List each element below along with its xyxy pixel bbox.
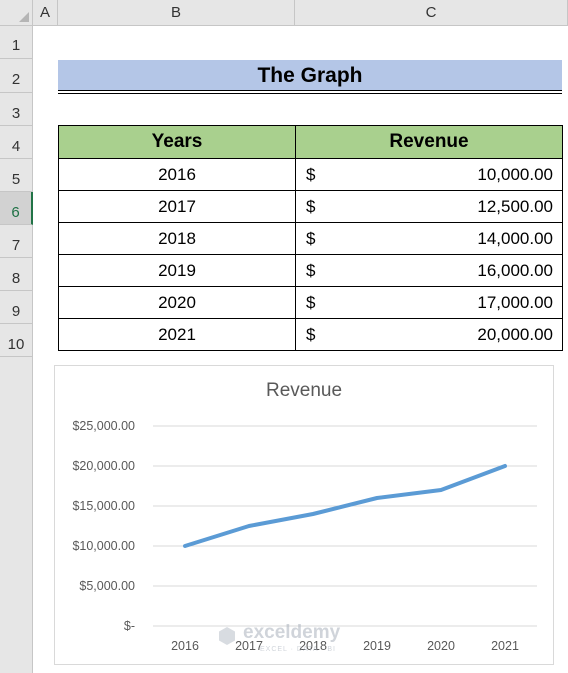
select-all-triangle-icon <box>19 12 29 22</box>
column-header-c[interactable]: C <box>295 0 568 26</box>
row-header-6[interactable]: 6 <box>0 192 33 225</box>
column-header-b[interactable]: B <box>58 0 295 26</box>
currency-symbol: $ <box>306 292 316 312</box>
exceldemy-logo-icon <box>219 627 235 645</box>
year-cell[interactable]: 2021 <box>58 318 296 351</box>
sheet-title[interactable]: The Graph <box>58 60 562 90</box>
table-row: 2021 $20,000.00 <box>58 318 563 351</box>
watermark-tagline: EXCEL · DATA · BI <box>260 646 336 653</box>
revenue-cell[interactable]: $12,500.00 <box>295 190 563 223</box>
table-row: 2020 $17,000.00 <box>58 286 563 319</box>
revenue-amount: 10,000.00 <box>477 164 553 184</box>
revenue-chart[interactable]: Revenue $- $5,000.00 $10,000.00 $15,000.00 $… <box>54 365 554 665</box>
table-row: 2019 $16,000.00 <box>58 254 563 287</box>
row-header-1[interactable]: 1 <box>0 26 33 59</box>
watermark-name: exceldemy <box>243 622 341 643</box>
year-cell[interactable]: 2018 <box>58 222 296 255</box>
x-tick-label: 2020 <box>427 639 455 653</box>
row-header-9[interactable]: 9 <box>0 291 33 324</box>
row-header-4[interactable]: 4 <box>0 126 33 159</box>
currency-symbol: $ <box>306 164 316 184</box>
row-header-3[interactable]: 3 <box>0 93 33 126</box>
currency-symbol: $ <box>306 228 316 248</box>
year-cell[interactable]: 2016 <box>58 158 296 191</box>
revenue-cell[interactable]: $17,000.00 <box>295 286 563 319</box>
revenue-cell[interactable]: $10,000.00 <box>295 158 563 191</box>
revenue-cell[interactable]: $16,000.00 <box>295 254 563 287</box>
y-tick-label: $5,000.00 <box>79 579 135 593</box>
select-all-corner[interactable] <box>0 0 33 26</box>
year-cell[interactable]: 2019 <box>58 254 296 287</box>
currency-symbol: $ <box>306 260 316 280</box>
x-tick-label: 2021 <box>491 639 519 653</box>
table-row: 2017 $12,500.00 <box>58 190 563 223</box>
revenue-cell[interactable]: $20,000.00 <box>295 318 563 351</box>
table-header-row: Years Revenue <box>58 125 563 159</box>
y-tick-label: $- <box>124 619 135 633</box>
table-row: 2016 $10,000.00 <box>58 158 563 191</box>
row-header-8[interactable]: 8 <box>0 258 33 291</box>
revenue-amount: 12,500.00 <box>477 196 553 216</box>
currency-symbol: $ <box>306 324 316 344</box>
title-double-underline-bottom <box>58 93 562 94</box>
x-tick-label: 2016 <box>171 639 199 653</box>
currency-symbol: $ <box>306 196 316 216</box>
x-tick-label: 2018 <box>299 639 327 653</box>
title-double-underline-top <box>58 90 562 91</box>
x-tick-label: 2017 <box>235 639 263 653</box>
x-tick-label: 2019 <box>363 639 391 653</box>
header-revenue[interactable]: Revenue <box>295 125 563 159</box>
revenue-amount: 14,000.00 <box>477 228 553 248</box>
revenue-amount: 20,000.00 <box>477 324 553 344</box>
y-tick-label: $15,000.00 <box>72 499 135 513</box>
revenue-amount: 17,000.00 <box>477 292 553 312</box>
year-cell[interactable]: 2017 <box>58 190 296 223</box>
chart-plot-area: $- $5,000.00 $10,000.00 $15,000.00 $20,000.0… <box>72 419 537 653</box>
revenue-table: Years Revenue 2016 $10,000.00 2017 $12,5… <box>58 125 563 351</box>
row-header-10[interactable]: 10 <box>0 324 33 357</box>
header-years[interactable]: Years <box>58 125 296 159</box>
row-header-7[interactable]: 7 <box>0 225 33 258</box>
y-tick-label: $10,000.00 <box>72 539 135 553</box>
revenue-amount: 16,000.00 <box>477 260 553 280</box>
row-header-5[interactable]: 5 <box>0 159 33 192</box>
series-line-revenue[interactable] <box>183 464 507 548</box>
row-header-rest <box>0 357 33 673</box>
table-row: 2018 $14,000.00 <box>58 222 563 255</box>
year-cell[interactable]: 2020 <box>58 286 296 319</box>
y-tick-label: $25,000.00 <box>72 419 135 433</box>
row-header-2[interactable]: 2 <box>0 59 33 93</box>
revenue-cell[interactable]: $14,000.00 <box>295 222 563 255</box>
y-tick-label: $20,000.00 <box>72 459 135 473</box>
column-header-a[interactable]: A <box>33 0 58 26</box>
chart-title[interactable]: Revenue <box>265 380 343 401</box>
